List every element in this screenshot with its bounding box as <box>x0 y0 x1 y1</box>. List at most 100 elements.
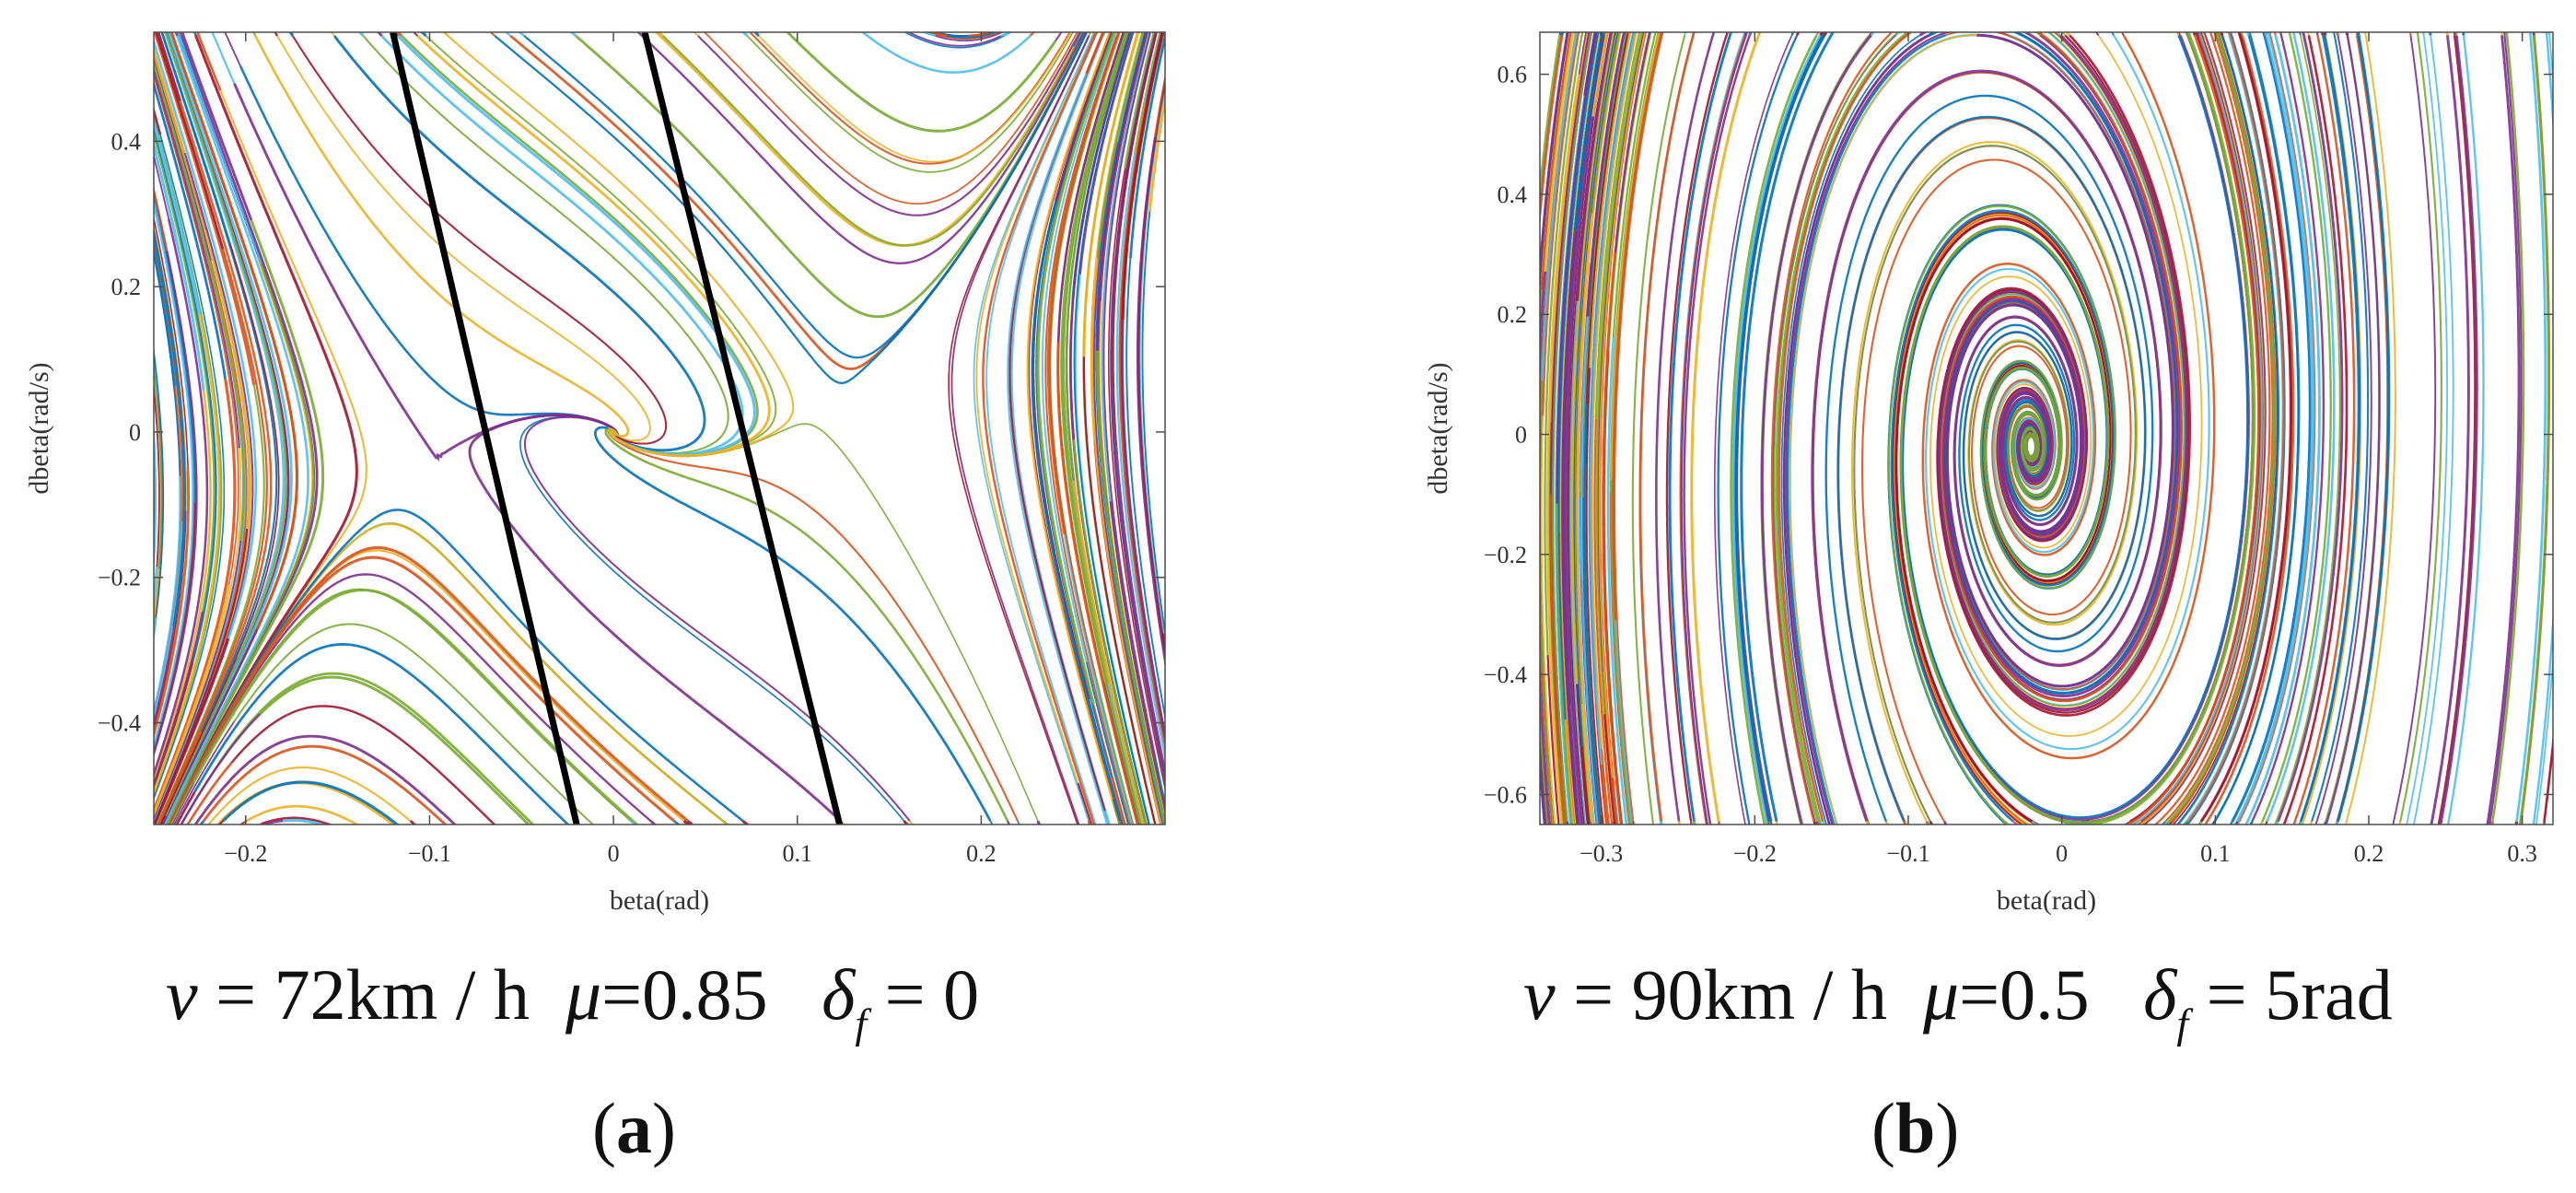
trajectory <box>169 32 298 630</box>
trajectory <box>180 713 262 825</box>
trajectory <box>165 219 325 825</box>
trajectory <box>2315 32 2319 36</box>
trajectory <box>1786 34 1947 825</box>
trajectory <box>357 32 365 37</box>
trajectory <box>1760 34 1872 825</box>
trajectory <box>2144 32 2266 823</box>
x-tick-label: 0.1 <box>782 840 812 867</box>
trajectory <box>1822 821 1825 825</box>
trajectory <box>1560 32 1564 37</box>
trajectory <box>154 152 170 219</box>
trajectory <box>199 820 205 825</box>
trajectory <box>1680 34 1748 825</box>
trajectory <box>1942 821 1948 825</box>
trajectory <box>154 502 197 755</box>
trajectory <box>2292 35 2356 825</box>
trajectory <box>2398 821 2402 825</box>
trajectory <box>1631 35 1686 825</box>
trajectory <box>1591 32 1621 214</box>
caption-a-delta: δ <box>822 954 856 1035</box>
trajectory <box>412 32 418 37</box>
trajectory <box>2406 35 2448 825</box>
trajectory <box>1785 32 2009 825</box>
trajectory <box>154 313 221 797</box>
trajectory <box>174 32 179 37</box>
trajectory <box>1546 655 1560 825</box>
caption-a-mu: μ <box>565 954 602 1035</box>
trajectory <box>1061 135 1142 825</box>
trajectory <box>2439 35 2478 825</box>
trajectory <box>1085 32 1105 75</box>
trajectory <box>932 32 968 37</box>
trajectory <box>1614 32 1651 253</box>
trajectory <box>1748 32 1753 36</box>
trajectory <box>2246 32 2250 36</box>
trajectory <box>1557 32 1600 720</box>
trajectory <box>488 32 495 37</box>
caption-b-delta: δ <box>2143 954 2177 1035</box>
trajectory <box>1046 32 1120 535</box>
trajectory <box>1594 32 1641 419</box>
trajectory <box>396 32 403 37</box>
trajectory <box>1740 32 1836 823</box>
trajectory <box>1026 32 1113 801</box>
trajectory <box>1870 32 1876 37</box>
trajectory <box>1102 32 1157 758</box>
trajectory <box>163 32 286 659</box>
trajectory <box>569 32 577 37</box>
trajectory <box>1540 415 1556 825</box>
trajectory <box>1591 32 1638 750</box>
trajectory <box>673 820 681 825</box>
trajectory <box>1056 343 1139 825</box>
panel-label-b-letter: b <box>1894 1088 1936 1168</box>
trajectory <box>636 32 643 37</box>
x-tick-label: 0 <box>2056 840 2068 867</box>
trajectory <box>1717 34 1799 825</box>
trajectory <box>1110 777 1126 825</box>
trajectory <box>1602 252 1623 825</box>
trajectory <box>2355 32 2359 36</box>
trajectory <box>2314 35 2372 825</box>
trajectory <box>1576 684 1589 825</box>
trajectory <box>193 643 570 825</box>
trajectory <box>1540 32 1569 818</box>
trajectory <box>2236 32 2315 823</box>
trajectory <box>1036 820 1042 825</box>
trajectory <box>1683 34 1751 825</box>
trajectory <box>154 79 227 380</box>
trajectory <box>662 32 1084 247</box>
trajectory <box>1134 32 1161 153</box>
y-axis-label: dbeta(rad/s) <box>1423 362 1453 494</box>
trajectory <box>921 32 936 37</box>
trajectory <box>1540 35 1564 825</box>
trajectory <box>1790 32 1795 36</box>
x-tick-label: −0.1 <box>408 840 451 867</box>
trajectory <box>154 131 216 613</box>
trajectory <box>157 32 181 101</box>
trajectory <box>2336 32 2339 36</box>
trajectory <box>2167 821 2173 825</box>
trajectory <box>1121 32 1165 321</box>
trajectory <box>2437 35 2477 825</box>
trajectory <box>1600 764 1609 825</box>
trajectory <box>1096 32 1145 259</box>
trajectory <box>392 32 400 37</box>
trajectory <box>1007 73 1109 825</box>
trajectory <box>1713 34 1793 825</box>
trajectory <box>2547 32 2551 36</box>
trajectory <box>1867 821 1871 825</box>
trajectory <box>154 361 162 569</box>
trajectory <box>2273 32 2277 36</box>
trajectory <box>1549 494 1567 825</box>
trajectory <box>746 32 1075 173</box>
trajectory <box>1006 820 1011 825</box>
trajectory <box>1110 150 1165 785</box>
trajectory <box>154 139 205 392</box>
trajectory-group <box>1540 32 2553 825</box>
trajectory <box>2488 821 2492 825</box>
trajectory <box>216 672 535 825</box>
trajectory <box>1112 32 1159 449</box>
trajectory <box>1096 32 1148 351</box>
trajectory <box>1665 32 1729 822</box>
trajectory <box>1579 316 1599 825</box>
